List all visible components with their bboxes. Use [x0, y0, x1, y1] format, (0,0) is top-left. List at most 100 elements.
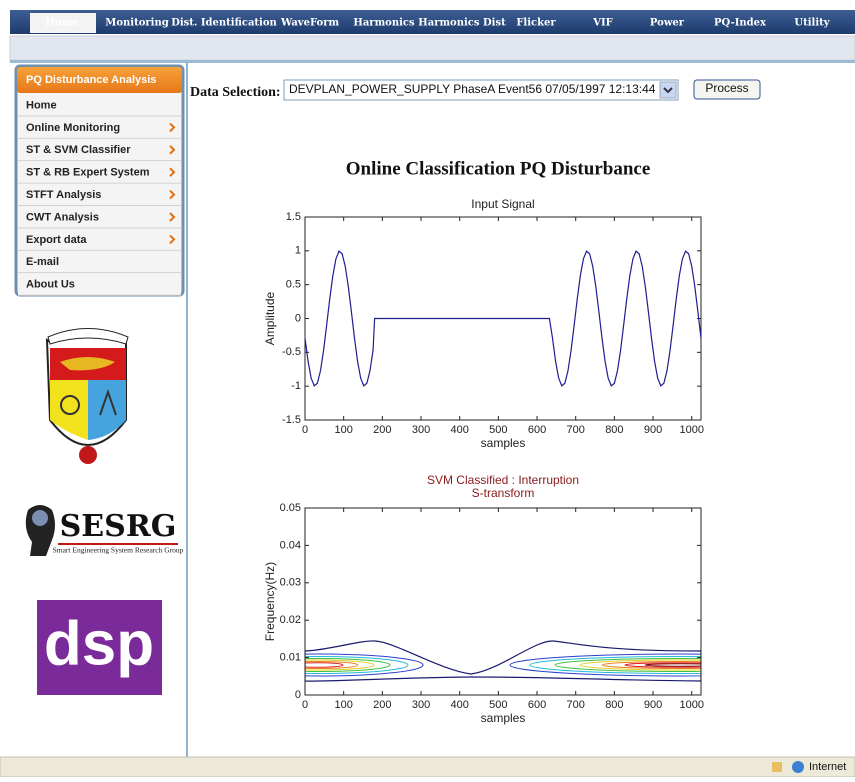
menu-label: STFT Analysis — [26, 189, 101, 201]
x-tick-label: 700 — [567, 424, 585, 436]
arrow-icon — [663, 87, 673, 94]
x-tick-label: 200 — [373, 424, 391, 436]
y-tick-label: 1.5 — [286, 211, 301, 223]
divider — [10, 60, 855, 63]
nav-active-tab — [30, 13, 96, 33]
menu-item[interactable] — [18, 273, 181, 296]
nav-tab[interactable]: Power — [650, 18, 685, 29]
y-tick-label: 1 — [295, 245, 301, 257]
menu-label: Export data — [26, 234, 87, 246]
nav-tab[interactable]: VIF — [592, 18, 613, 29]
form-label: Data Selection: — [190, 85, 281, 100]
page-heading: Online Classification PQ Disturbance — [346, 158, 651, 179]
x-tick-label: 900 — [644, 699, 662, 711]
menu-item[interactable] — [18, 161, 181, 184]
chart-title: SVM Classified : Interruption — [427, 473, 579, 487]
nav-tab[interactable]: Flicker — [516, 18, 556, 29]
nav-tabs: Home Monitoring Dist. Identification WaveFo… — [45, 18, 830, 29]
menu-label: ST & SVM Classifier — [26, 144, 131, 156]
menu-item[interactable] — [18, 183, 181, 206]
y-tick-label: 0 — [295, 689, 301, 701]
menu-label: Online Monitoring — [26, 122, 120, 134]
plot-area — [304, 507, 702, 696]
crest-logo — [45, 328, 129, 464]
zone-icon — [792, 761, 804, 773]
y-tick-label: 0.01 — [280, 652, 301, 664]
submenu-arrow — [169, 212, 176, 222]
submenu-arrow — [169, 234, 176, 245]
submenu-arrow — [169, 122, 176, 133]
y-tick-label: 0.04 — [280, 539, 301, 551]
x-tick-label: 600 — [528, 424, 546, 436]
y-tick-label: -1 — [291, 380, 301, 392]
status-zone: Internet — [809, 761, 846, 773]
nav-tab[interactable]: Home — [45, 18, 78, 29]
x-tick-label: 200 — [373, 699, 391, 711]
logo-subtext: Smart Engineering System Research Group — [53, 546, 184, 555]
nav-tab[interactable]: PQ-Index — [714, 18, 767, 29]
nav-tab[interactable]: Harmonics Dist — [418, 18, 506, 29]
nav-tab[interactable]: Dist. Identification — [171, 18, 277, 29]
x-tick-label: 800 — [605, 424, 623, 436]
y-axis-label: Amplitude — [263, 292, 277, 346]
nav-tab[interactable]: Utility — [794, 18, 830, 29]
chart-title: Input Signal — [471, 197, 534, 211]
x-tick-label: 300 — [412, 424, 430, 436]
select-value: DEVPLAN_POWER_SUPPLY PhaseA Event56 07/0… — [289, 82, 656, 96]
x-tick-label: 1000 — [679, 699, 703, 711]
x-tick-label: 700 — [567, 699, 585, 711]
menu-label: ST & RB Expert System — [26, 167, 150, 179]
process-button[interactable] — [693, 79, 761, 100]
x-tick-label: 1000 — [679, 424, 703, 436]
status-bar — [0, 756, 855, 778]
y-tick-label: 0.03 — [280, 577, 301, 589]
logo-text: SESRG — [60, 509, 177, 544]
y-tick-label: -0.5 — [282, 346, 301, 358]
lock-icon — [772, 762, 782, 772]
y-tick-label: 0 — [295, 312, 301, 324]
data-select[interactable] — [283, 79, 679, 101]
menu-item[interactable] — [18, 250, 181, 273]
x-tick-label: 0 — [302, 699, 308, 711]
submenu-arrow — [169, 145, 176, 155]
x-tick-label: 100 — [334, 699, 352, 711]
x-tick-label: 400 — [451, 699, 469, 711]
x-tick-label: 500 — [489, 424, 507, 436]
sesrg-logo: SESRG Smart Engineering System Research … — [25, 505, 184, 556]
sidebar-title: PQ Disturbance Analysis — [26, 74, 156, 86]
menu-item[interactable] — [18, 94, 181, 116]
y-axis-label: Frequency(Hz) — [263, 562, 277, 641]
chart-subtitle: S-transform — [472, 486, 535, 500]
menu-item[interactable] — [18, 116, 181, 139]
select-arrow[interactable] — [659, 81, 677, 99]
menu-label: About Us — [26, 279, 75, 291]
dsp-logo: dsp — [37, 600, 162, 695]
nav-tab[interactable]: Harmonics — [353, 18, 415, 29]
submenu-arrow — [169, 167, 176, 177]
menu-item[interactable] — [18, 228, 181, 251]
button-label: Process — [705, 81, 748, 95]
menu-label: CWT Analysis — [26, 211, 99, 223]
sidebar-items: Home Online Monitoring ST & SVM Classifier… — [18, 94, 181, 296]
nav-bar — [10, 10, 855, 34]
y-tick-label: -1.5 — [282, 414, 301, 426]
sub-bar — [9, 35, 855, 61]
signal-line — [304, 250, 702, 387]
nav-tab[interactable]: Monitoring — [105, 18, 168, 29]
menu-label: E-mail — [26, 256, 59, 268]
x-tick-label: 900 — [644, 424, 662, 436]
nav-tab[interactable]: WaveForm — [280, 18, 340, 29]
menu-label: Home — [26, 99, 57, 111]
logo-text: dsp — [44, 609, 154, 678]
menu-item[interactable] — [18, 206, 181, 228]
x-axis-label: samples — [481, 436, 526, 450]
x-tick-label: 0 — [302, 424, 308, 436]
submenu-arrow — [169, 189, 176, 200]
y-tick-label: 0.05 — [280, 502, 301, 514]
x-tick-label: 400 — [451, 424, 469, 436]
y-tick-label: 0.5 — [286, 279, 301, 291]
menu-item[interactable] — [18, 138, 181, 161]
x-axis-label: samples — [481, 711, 526, 725]
